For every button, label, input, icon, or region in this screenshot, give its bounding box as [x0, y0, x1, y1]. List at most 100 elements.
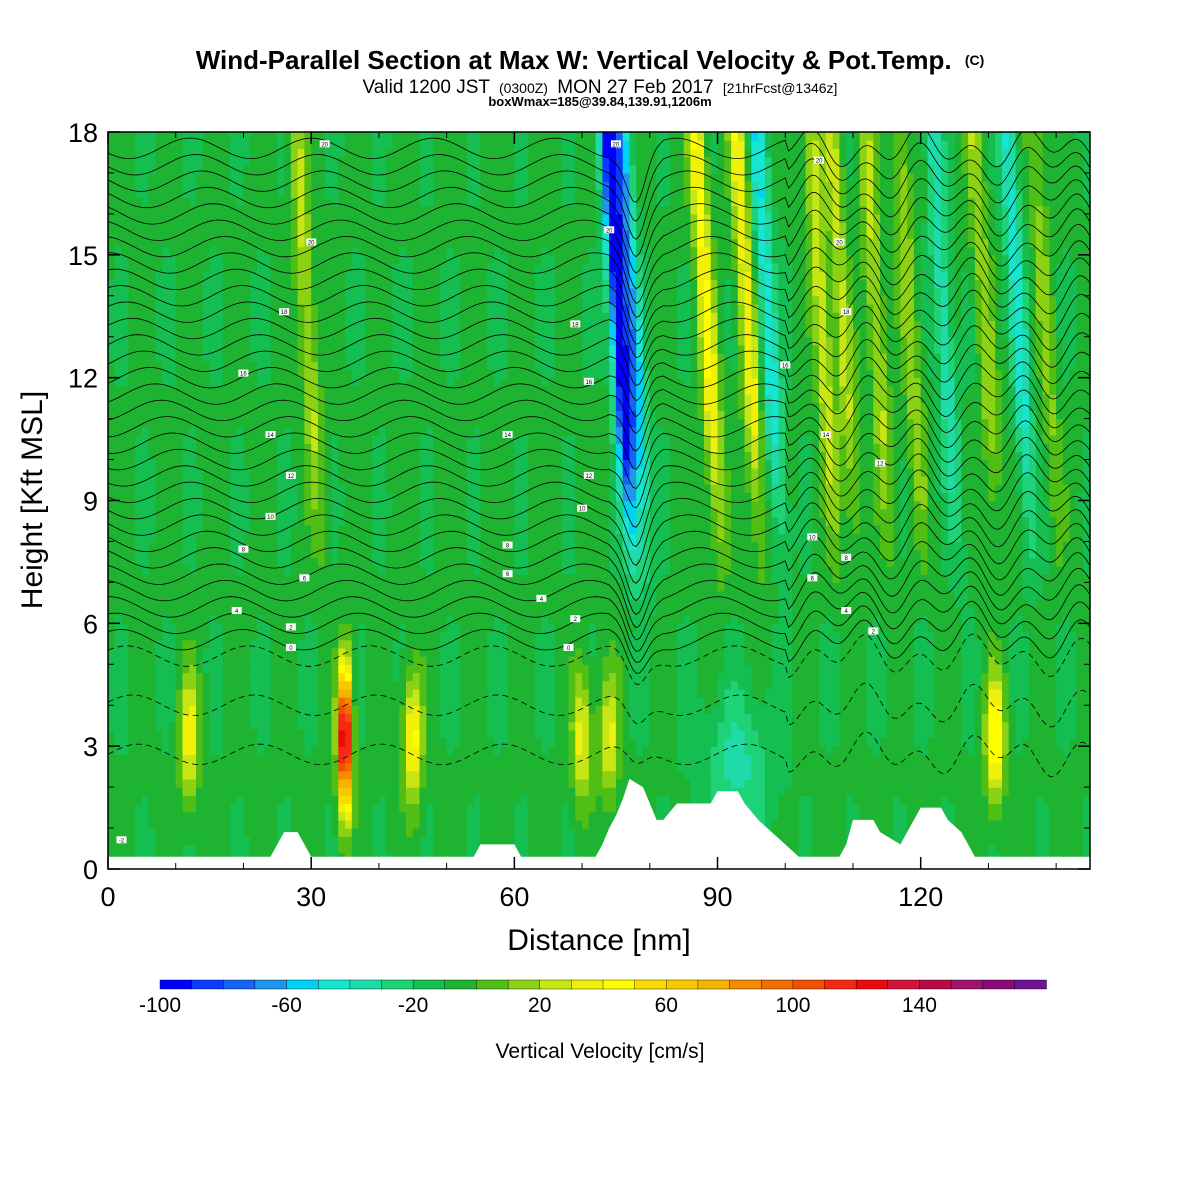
field-cell [290, 778, 299, 788]
field-cell [345, 443, 353, 452]
field-cell [345, 467, 353, 477]
field-cell [378, 467, 387, 477]
field-cell [284, 508, 292, 518]
field-cell [202, 418, 211, 428]
field-cell [223, 140, 231, 149]
field-cell [182, 336, 190, 346]
field-cell [175, 295, 184, 305]
field-cell [277, 713, 285, 723]
field-cell [317, 475, 326, 485]
field-cell [155, 254, 163, 264]
field-cell [236, 254, 245, 264]
field-cell [338, 770, 346, 780]
field-cell [392, 492, 400, 502]
field-cell [162, 738, 170, 747]
field-cell [263, 304, 272, 313]
field-cell [175, 377, 184, 387]
field-cell [419, 394, 427, 403]
field-cell [473, 770, 482, 780]
field-cell [270, 148, 278, 158]
field-cell [223, 754, 231, 764]
field-cell [426, 680, 434, 690]
field-cell [365, 672, 373, 682]
field-cell [223, 132, 231, 141]
field-cell [108, 762, 116, 772]
field-cell [121, 426, 129, 436]
field-cell [453, 172, 461, 182]
field-cell [216, 598, 224, 608]
field-cell [175, 361, 184, 371]
field-cell [257, 132, 265, 141]
field-cell [175, 533, 184, 543]
field-cell [263, 680, 272, 690]
field-cell [148, 328, 156, 338]
field-cell [223, 623, 231, 633]
field-cell [412, 377, 421, 387]
field-cell [148, 647, 156, 657]
field-cell [399, 664, 407, 674]
field-cell [148, 254, 156, 264]
field-cell [338, 484, 346, 493]
field-cell [446, 541, 454, 551]
field-cell [439, 721, 448, 731]
field-cell [338, 336, 346, 346]
field-cell [466, 762, 475, 772]
field-cell [162, 631, 170, 641]
field-cell [182, 475, 190, 485]
field-cell [412, 746, 421, 755]
field-cell [412, 533, 421, 543]
field-cell [277, 484, 285, 493]
field-cell [331, 222, 339, 231]
field-cell [338, 836, 346, 845]
field-cell [196, 819, 204, 829]
field-cell [155, 181, 163, 190]
field-cell [229, 254, 238, 264]
field-cell [202, 713, 211, 723]
field-cell [189, 549, 197, 559]
field-cell [466, 402, 475, 411]
field-cell [189, 164, 197, 174]
field-cell [135, 279, 143, 289]
field-cell [412, 762, 421, 772]
field-cell [263, 238, 272, 248]
field-cell [223, 811, 231, 821]
field-cell [345, 516, 353, 526]
field-cell [460, 607, 468, 616]
field-cell [378, 525, 387, 534]
field-cell [135, 811, 143, 821]
field-cell [317, 713, 326, 723]
field-cell [338, 443, 346, 452]
field-cell [250, 836, 258, 845]
field-cell [378, 394, 387, 403]
field-cell [453, 844, 461, 854]
field-cell [304, 631, 312, 641]
field-cell [399, 615, 407, 624]
field-cell [243, 795, 251, 805]
field-cell [223, 574, 231, 583]
field-cell [209, 664, 217, 674]
field-cell [135, 795, 143, 805]
field-cell [345, 181, 353, 190]
field-cell [399, 156, 407, 166]
field-cell [189, 664, 197, 674]
field-cell [365, 762, 373, 772]
field-cell [317, 320, 326, 330]
field-cell [433, 836, 441, 845]
field-cell [209, 385, 217, 395]
field-cell [243, 664, 251, 674]
field-cell [284, 746, 292, 755]
field-cell [466, 541, 475, 551]
field-cell [419, 598, 427, 608]
field-cell [223, 746, 231, 755]
field-cell [162, 639, 170, 649]
field-cell [412, 132, 421, 141]
field-cell [399, 172, 407, 182]
field-cell [108, 238, 116, 248]
field-cell [446, 836, 454, 845]
field-cell [304, 467, 312, 477]
field-cell [466, 664, 475, 674]
field-cell [419, 353, 427, 362]
field-cell [229, 713, 238, 723]
field-cell [358, 369, 366, 379]
field-cell [236, 353, 245, 362]
